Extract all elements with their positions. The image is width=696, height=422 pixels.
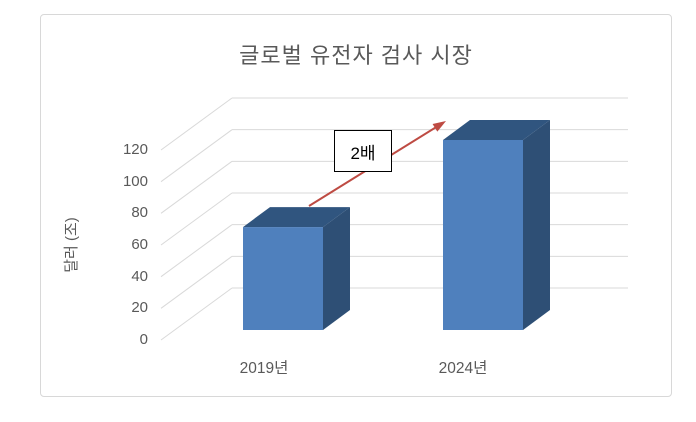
x-category-label-2024년: 2024년 bbox=[438, 360, 488, 377]
bar-front-2024년 bbox=[443, 140, 523, 330]
bar-side-2019년 bbox=[323, 207, 350, 330]
bar-top-2019년 bbox=[243, 207, 350, 228]
chart-title: 글로벌 유전자 검사 시장 bbox=[239, 43, 473, 68]
chart-frame bbox=[40, 14, 672, 397]
y-tick-label-20: 20 bbox=[131, 299, 148, 317]
y-tick-label-120: 120 bbox=[122, 141, 148, 158]
y-tick-label-40: 40 bbox=[131, 267, 148, 285]
gridline-depth-120 bbox=[160, 97, 233, 151]
x-category-label-2019년: 2019년 bbox=[239, 360, 289, 377]
annotation-box: 2배 bbox=[334, 130, 392, 172]
y-tick-label-0: 0 bbox=[139, 331, 148, 348]
annotation-text: 2배 bbox=[350, 143, 376, 163]
gridline-depth-60 bbox=[160, 192, 233, 246]
gridline-depth-20 bbox=[160, 255, 233, 309]
y-tick-label-60: 60 bbox=[131, 236, 148, 253]
annotation-arrow-head bbox=[432, 121, 446, 132]
gridline-depth-0 bbox=[160, 287, 233, 341]
gridline-depth-40 bbox=[160, 224, 233, 278]
y-tick-label-80: 80 bbox=[131, 204, 148, 222]
gridline-depth-100 bbox=[160, 129, 233, 183]
bar-front-2019년 bbox=[243, 227, 323, 330]
y-tick-label-100: 100 bbox=[122, 172, 148, 190]
y-axis-title: 달러 (조) bbox=[63, 217, 80, 273]
gridline-depth-80 bbox=[160, 160, 233, 214]
bar-top-2024년 bbox=[443, 120, 550, 140]
bar-side-2024년 bbox=[523, 120, 550, 330]
